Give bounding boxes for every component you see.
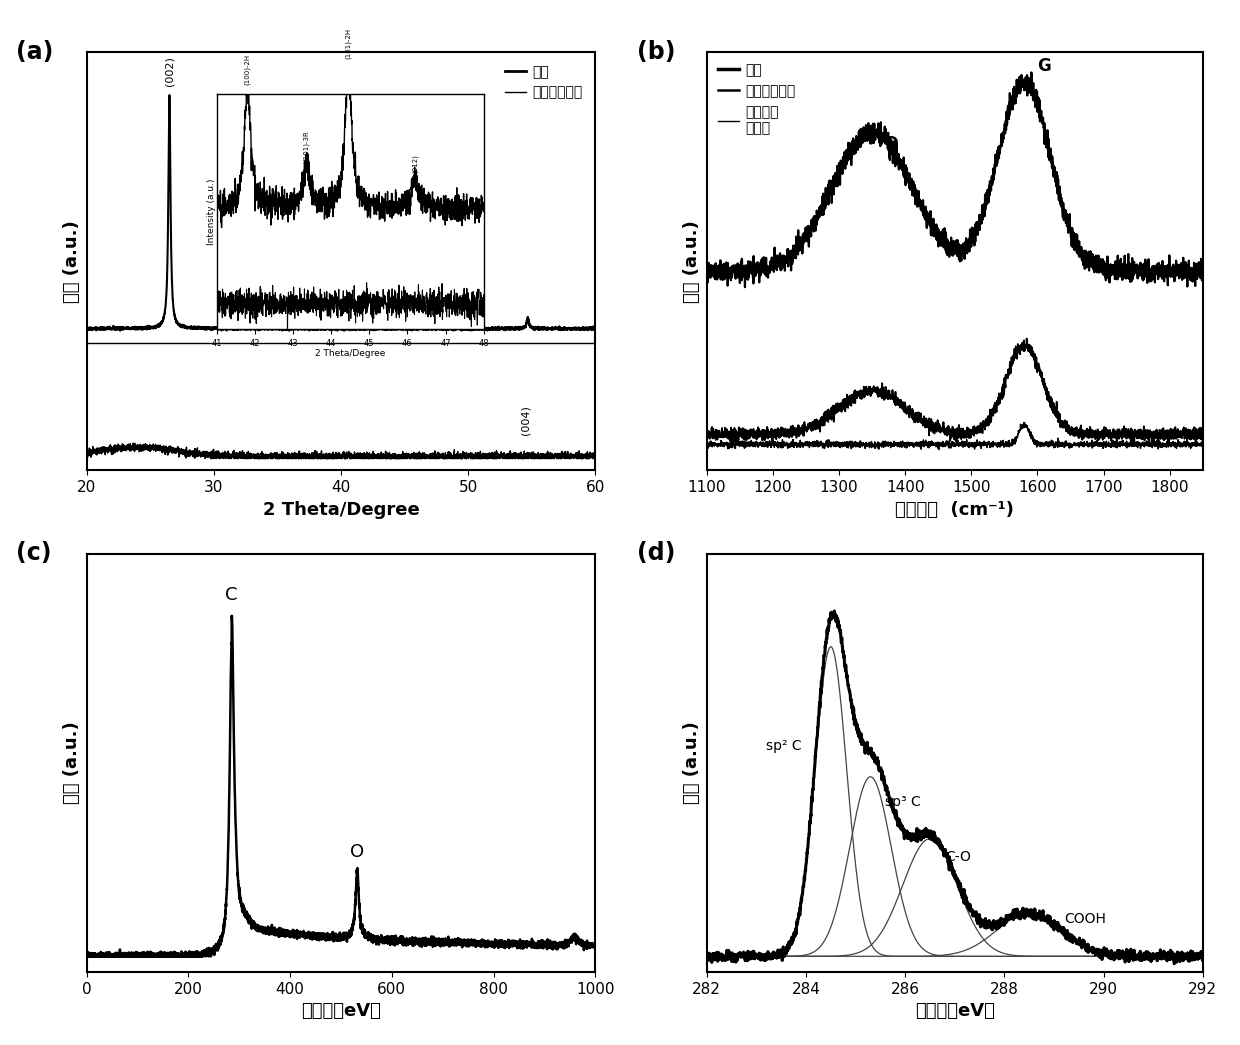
- Text: (012): (012): [412, 155, 418, 173]
- Text: (101)-3R: (101)-3R: [304, 131, 310, 161]
- Text: C-O: C-O: [945, 851, 971, 864]
- X-axis label: 结合能（eV）: 结合能（eV）: [915, 1002, 994, 1020]
- X-axis label: 结合能（eV）: 结合能（eV）: [301, 1002, 381, 1020]
- Text: (002): (002): [165, 56, 175, 86]
- Y-axis label: 强度 (a.u.): 强度 (a.u.): [63, 721, 82, 805]
- Text: O: O: [350, 843, 365, 861]
- Text: (101)-2H: (101)-2H: [345, 27, 352, 59]
- Text: sp² C: sp² C: [766, 739, 802, 752]
- Text: (c): (c): [16, 541, 51, 565]
- Text: (b): (b): [637, 40, 676, 64]
- Text: (a): (a): [16, 40, 53, 64]
- X-axis label: 2 Theta/Degree: 2 Theta/Degree: [315, 349, 386, 358]
- X-axis label: 拉曼位移  (cm⁻¹): 拉曼位移 (cm⁻¹): [895, 501, 1014, 518]
- Y-axis label: 强度 (a.u.): 强度 (a.u.): [683, 721, 702, 805]
- Text: (004): (004): [521, 405, 531, 436]
- X-axis label: 2 Theta/Degree: 2 Theta/Degree: [263, 501, 419, 518]
- Text: COOH: COOH: [1064, 912, 1106, 926]
- Y-axis label: Intensity (a.u.): Intensity (a.u.): [207, 179, 216, 245]
- Text: (100)-2H: (100)-2H: [244, 53, 250, 85]
- Legend: 石墨, 石墨烯量子点: 石墨, 石墨烯量子点: [500, 60, 588, 106]
- Legend: 石墨, 石墨烯量子点, 还原氧化
石墨烯: 石墨, 石墨烯量子点, 还原氧化 石墨烯: [714, 60, 800, 140]
- Text: D: D: [884, 135, 898, 153]
- Text: C: C: [226, 585, 238, 604]
- Text: sp³ C: sp³ C: [885, 794, 921, 809]
- Y-axis label: 强度 (a.u.): 强度 (a.u.): [683, 219, 702, 303]
- Text: (d): (d): [637, 541, 676, 565]
- Y-axis label: 强度 (a.u.): 强度 (a.u.): [63, 219, 82, 303]
- Text: G: G: [1038, 56, 1052, 74]
